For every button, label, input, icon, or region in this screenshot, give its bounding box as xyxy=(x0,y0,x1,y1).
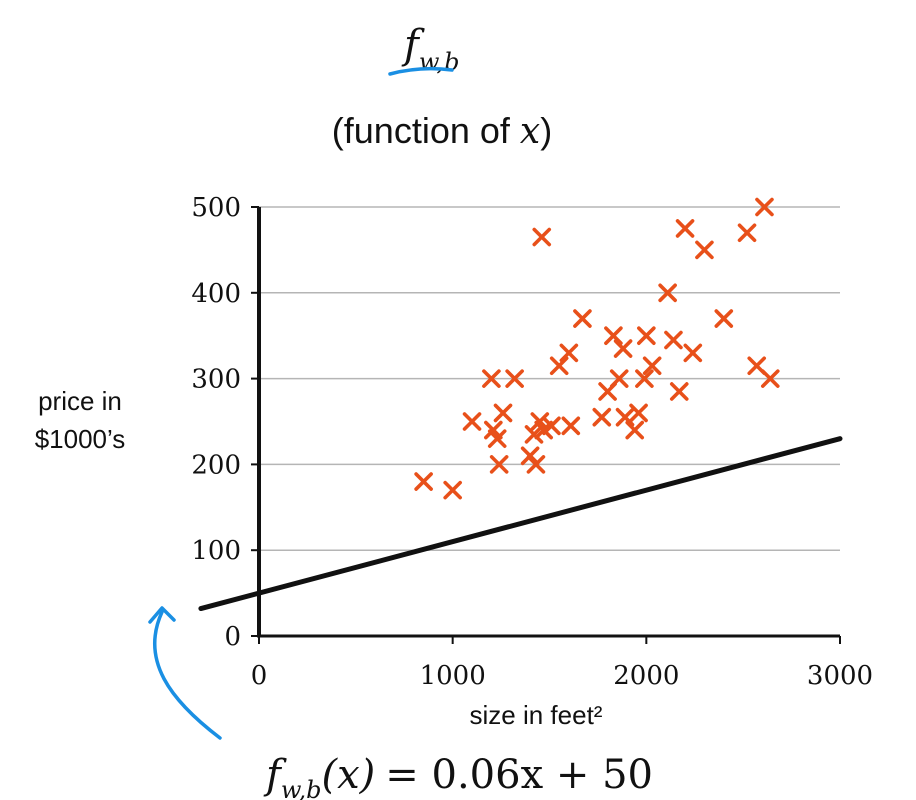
data-point xyxy=(609,369,629,388)
x-axis-ticks: 0 1000 2000 3000 xyxy=(251,636,873,691)
data-point xyxy=(487,429,507,448)
data-point xyxy=(669,382,689,401)
data-point xyxy=(462,412,482,431)
data-points xyxy=(414,197,780,500)
data-point xyxy=(561,416,581,436)
data-point xyxy=(414,472,433,491)
data-point xyxy=(664,330,683,350)
data-point xyxy=(526,455,546,474)
arrow-head-annotation xyxy=(148,606,176,624)
data-point xyxy=(755,197,774,217)
x-tick-label: 3000 xyxy=(807,661,873,691)
x-tick-label: 2000 xyxy=(613,661,679,691)
data-point xyxy=(615,407,635,427)
data-point xyxy=(573,309,592,328)
fit-line xyxy=(198,436,843,612)
data-point xyxy=(549,356,569,376)
data-point xyxy=(714,309,734,328)
underline-annotation xyxy=(388,66,454,76)
x-tick-label: 1000 xyxy=(420,661,486,691)
data-point xyxy=(658,283,677,303)
y-axis-label-line-2: $1000’s xyxy=(35,424,126,454)
y-tick-label: 200 xyxy=(191,450,241,480)
data-point xyxy=(482,369,501,388)
data-point xyxy=(505,369,524,388)
data-point xyxy=(592,407,612,427)
title-subscript: w,b xyxy=(419,48,460,76)
fit-line-group xyxy=(198,436,843,612)
data-point xyxy=(683,343,703,363)
data-point xyxy=(637,326,656,346)
data-point xyxy=(559,343,579,363)
x-axis-label: size in feet² xyxy=(470,700,603,730)
x-tick-label: 0 xyxy=(251,661,268,691)
data-point xyxy=(629,403,648,423)
arrow-annotation xyxy=(152,610,222,740)
data-point xyxy=(625,420,645,440)
data-point xyxy=(443,480,462,500)
grid-lines xyxy=(259,206,840,551)
axes xyxy=(257,207,840,638)
data-point xyxy=(604,326,623,346)
chart-subtitle: (function of x) xyxy=(332,110,552,152)
data-point xyxy=(613,339,633,358)
data-point xyxy=(520,446,540,466)
data-point xyxy=(532,227,552,247)
data-point xyxy=(642,356,662,376)
data-point xyxy=(760,369,780,388)
data-point xyxy=(635,369,654,388)
data-point xyxy=(675,219,695,238)
data-point xyxy=(489,455,509,474)
y-tick-label: 500 xyxy=(191,193,241,223)
equation: fw,b(x) = 0.06x + 50 xyxy=(263,752,653,800)
y-tick-label: 0 xyxy=(224,622,241,652)
data-point xyxy=(737,223,757,243)
data-point xyxy=(524,425,544,444)
data-point xyxy=(493,403,513,423)
y-axis-label-line-1: price in xyxy=(38,386,122,416)
y-axis-ticks: 0 100 200 300 400 500 xyxy=(191,193,259,652)
y-tick-label: 400 xyxy=(191,279,241,309)
y-tick-label: 100 xyxy=(191,536,241,566)
y-tick-label: 300 xyxy=(191,365,241,395)
data-point xyxy=(542,416,561,436)
data-point xyxy=(695,240,714,260)
